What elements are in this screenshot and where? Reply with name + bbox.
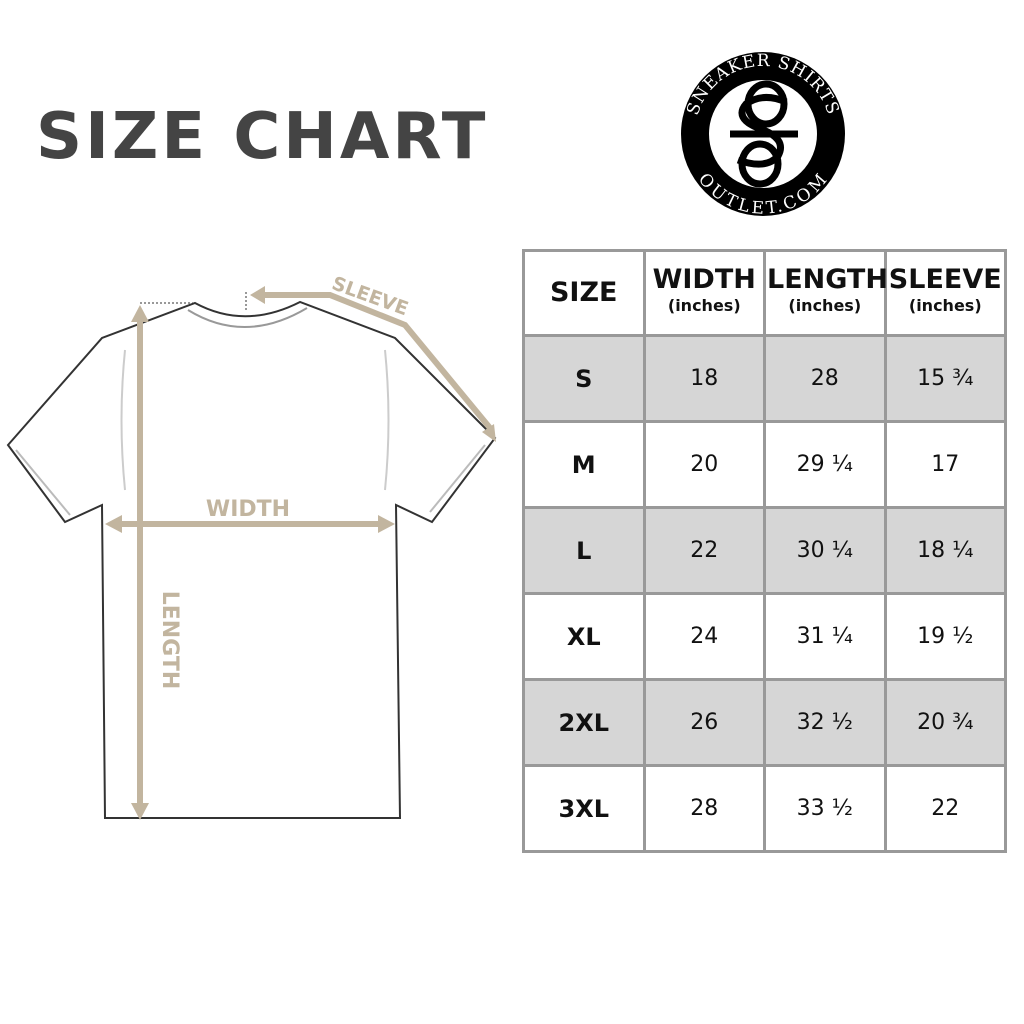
- header-size: SIZE: [522, 249, 646, 337]
- length-label: LENGTH: [157, 591, 182, 690]
- table-row: 2XL 26 32 ½ 20 ¾: [522, 678, 1007, 767]
- header-length: LENGTH (inches): [763, 249, 888, 337]
- table-header-row: SIZE WIDTH (inches) LENGTH (inches) SLEEVE…: [522, 249, 1007, 337]
- sleeve-arrow: [262, 292, 493, 430]
- header-sleeve: SLEEVE (inches): [883, 249, 1007, 337]
- tshirt-diagram: WIDTH LENGTH SLEEVE: [6, 272, 497, 820]
- header-width: WIDTH (inches): [642, 249, 766, 337]
- size-table: SIZE WIDTH (inches) LENGTH (inches) SLEEVE…: [522, 249, 1007, 853]
- table-row: M 20 29 ¼ 17: [522, 420, 1007, 509]
- table-row: XL 24 31 ¼ 19 ½: [522, 592, 1007, 681]
- width-label: WIDTH: [206, 497, 290, 522]
- brand-logo: SNEAKER SHIRTS OUTLET.COM: [681, 52, 845, 217]
- table-row: L 22 30 ¼ 18 ¼: [522, 506, 1007, 595]
- page-title: SIZE CHART: [36, 100, 489, 174]
- monogram-icon: [730, 80, 798, 188]
- table-row: 3XL 28 33 ½ 22: [522, 764, 1007, 853]
- table-row: S 18 28 15 ¾: [522, 334, 1007, 423]
